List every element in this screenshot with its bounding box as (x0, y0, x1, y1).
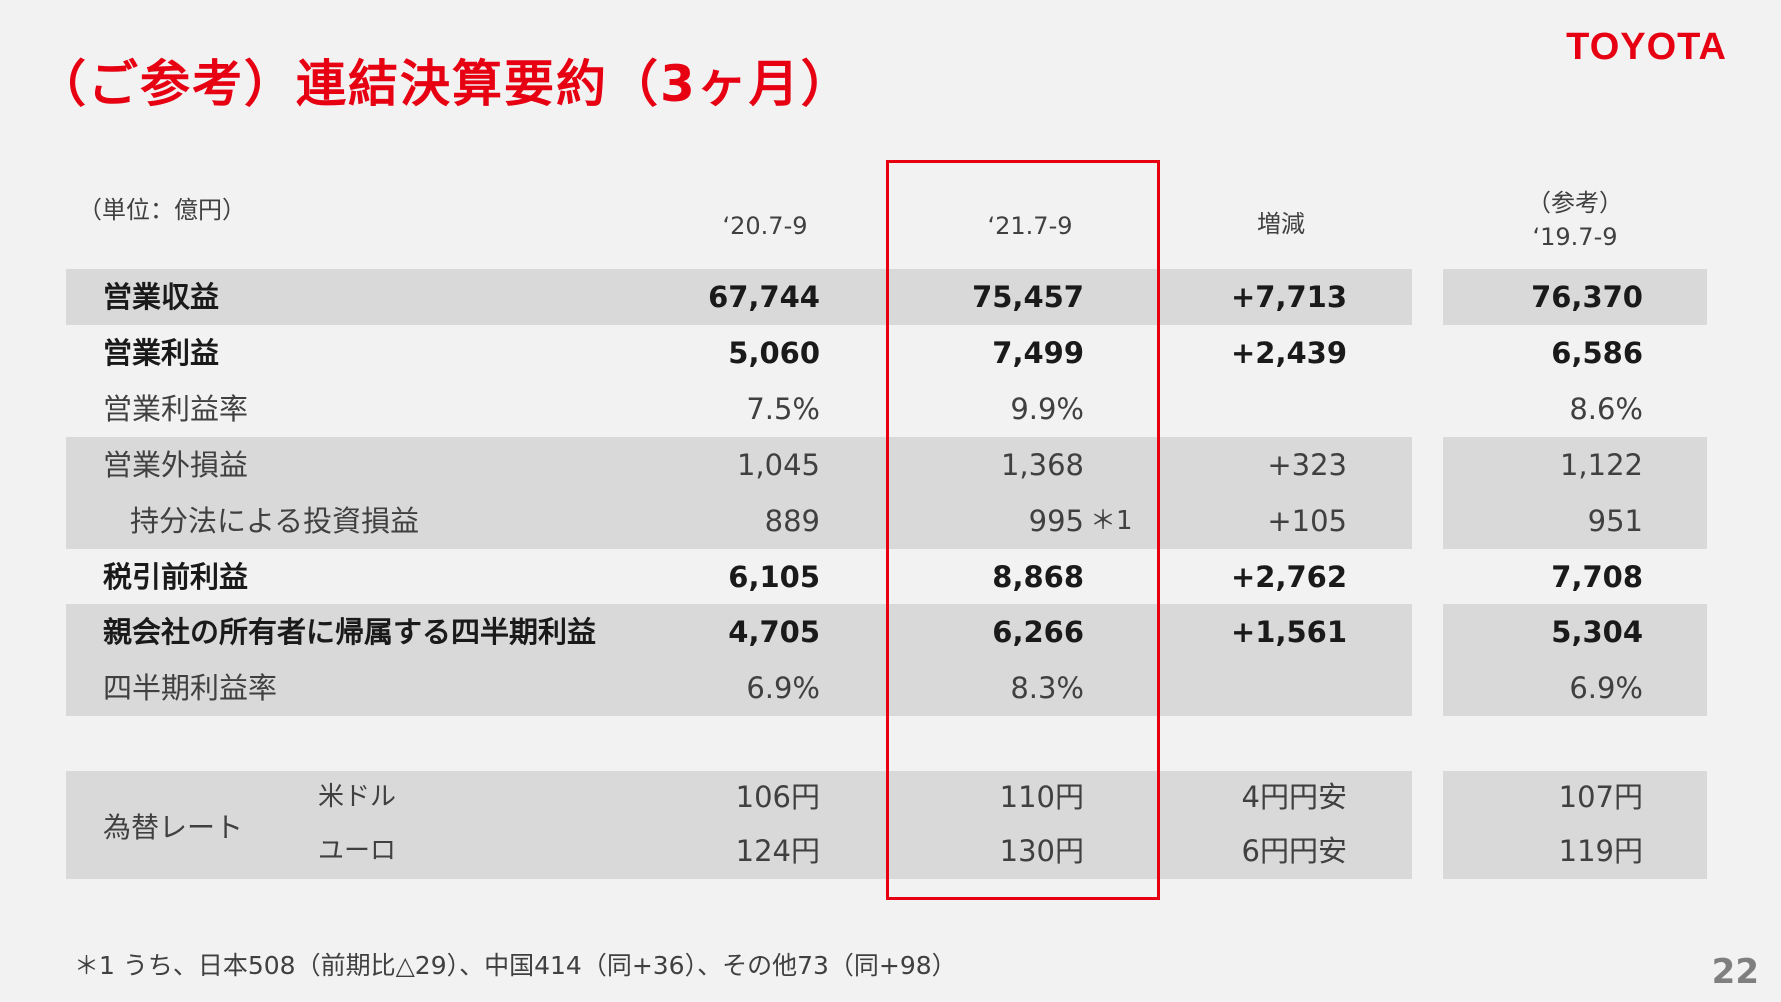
table-row: 四半期利益率 6.9% 8.3% 6.9% (0, 660, 1781, 716)
value-2021: 995 (1028, 504, 1084, 538)
value-change: +2,439 (1230, 336, 1347, 370)
value-reference: 6.9% (1569, 671, 1643, 705)
table-row: 税引前利益 6,105 8,868 +2,762 7,708 (0, 549, 1781, 605)
value-2020: 6,105 (728, 560, 820, 594)
fx-row: 米ドル 106円 110円 4円円安 107円 (0, 771, 1781, 823)
table-row: 親会社の所有者に帰属する四半期利益 4,705 6,266 +1,561 5,3… (0, 604, 1781, 660)
band-row-1-ref (1443, 269, 1707, 325)
row-label: 税引前利益 (103, 560, 249, 594)
value-2021: 75,457 (972, 280, 1084, 314)
header-reference: （参考） ‘19.7-9 (1500, 186, 1650, 254)
value-reference: 951 (1587, 504, 1643, 538)
fx-row: ユーロ 124円 130円 6円円安 119円 (0, 825, 1781, 877)
value-2020: 4,705 (728, 615, 820, 649)
value-2021: 7,499 (992, 336, 1084, 370)
band-row-1 (66, 269, 1412, 325)
value-reference: 1,122 (1559, 448, 1643, 482)
fx-2021: 130円 (999, 834, 1084, 868)
footnote-marker: ＊1 (1090, 506, 1133, 536)
fx-change: 6円円安 (1241, 834, 1347, 868)
value-2021: 6,266 (992, 615, 1084, 649)
header-2021: ‘21.7-9 (987, 212, 1073, 240)
band-rows-4-5 (66, 437, 1412, 549)
fx-change: 4円円安 (1241, 780, 1347, 814)
fx-currency: ユーロ (318, 836, 397, 866)
fx-reference: 119円 (1558, 834, 1643, 868)
value-reference: 6,586 (1551, 336, 1643, 370)
row-label: 親会社の所有者に帰属する四半期利益 (103, 615, 597, 649)
value-2021: 9.9% (1010, 392, 1084, 426)
value-change: +7,713 (1230, 280, 1347, 314)
value-change: +2,762 (1230, 560, 1347, 594)
row-label: 営業収益 (103, 280, 220, 314)
value-2020: 6.9% (746, 671, 820, 705)
value-change: +323 (1267, 448, 1347, 482)
row-label: 営業利益率 (103, 392, 249, 426)
value-2020: 889 (764, 504, 820, 538)
band-rows-4-5-ref (1443, 437, 1707, 549)
band-fx-ref (1443, 771, 1707, 879)
row-label: 営業利益 (103, 336, 220, 370)
band-rows-7-8-ref (1443, 604, 1707, 716)
table-row: 持分法による投資損益 889 995 ＊1 +105 951 (0, 493, 1781, 549)
value-2020: 1,045 (736, 448, 820, 482)
table-row: 営業利益 5,060 7,499 +2,439 6,586 (0, 325, 1781, 381)
footnote: ＊1 うち、日本508（前期比△29）、中国414（同+36）、その他73（同+… (74, 951, 957, 980)
fx-2021: 110円 (999, 780, 1084, 814)
row-label: 持分法による投資損益 (130, 504, 420, 538)
value-change: +105 (1267, 504, 1347, 538)
value-reference: 8.6% (1569, 392, 1643, 426)
fx-reference: 107円 (1558, 780, 1643, 814)
value-2021: 8.3% (1010, 671, 1084, 705)
fx-2020: 106円 (735, 780, 820, 814)
page-title: （ご参考）連結決算要約（3ヶ月） (36, 55, 853, 113)
table-row: 営業収益 67,744 75,457 +7,713 76,370 (0, 269, 1781, 325)
row-label: 営業外損益 (103, 448, 249, 482)
header-change: 増減 (1257, 210, 1305, 238)
row-label: 四半期利益率 (103, 671, 278, 705)
band-rows-7-8 (66, 604, 1412, 716)
value-2021: 1,368 (1000, 448, 1084, 482)
value-2020: 7.5% (746, 392, 820, 426)
header-reference-bottom: ‘19.7-9 (1532, 223, 1618, 251)
fx-rate-label: 為替レート (103, 811, 244, 844)
band-fx (66, 771, 1412, 879)
value-reference: 5,304 (1551, 615, 1643, 649)
value-reference: 7,708 (1551, 560, 1643, 594)
header-2020: ‘20.7-9 (722, 212, 808, 240)
value-2020: 5,060 (728, 336, 820, 370)
value-reference: 76,370 (1531, 280, 1643, 314)
fx-2020: 124円 (735, 834, 820, 868)
value-2021: 8,868 (992, 560, 1084, 594)
value-change: +1,561 (1230, 615, 1347, 649)
page-number: 22 (1711, 952, 1759, 992)
value-2020: 67,744 (708, 280, 820, 314)
fx-currency: 米ドル (318, 782, 397, 812)
unit-label: （単位：億円） (78, 196, 246, 224)
header-reference-top: （参考） (1527, 189, 1623, 217)
table-row: 営業外損益 1,045 1,368 +323 1,122 (0, 437, 1781, 493)
toyota-logo: TOYOTA (1566, 26, 1727, 68)
table-row: 営業利益率 7.5% 9.9% 8.6% (0, 381, 1781, 437)
current-period-highlight-box (886, 160, 1160, 900)
